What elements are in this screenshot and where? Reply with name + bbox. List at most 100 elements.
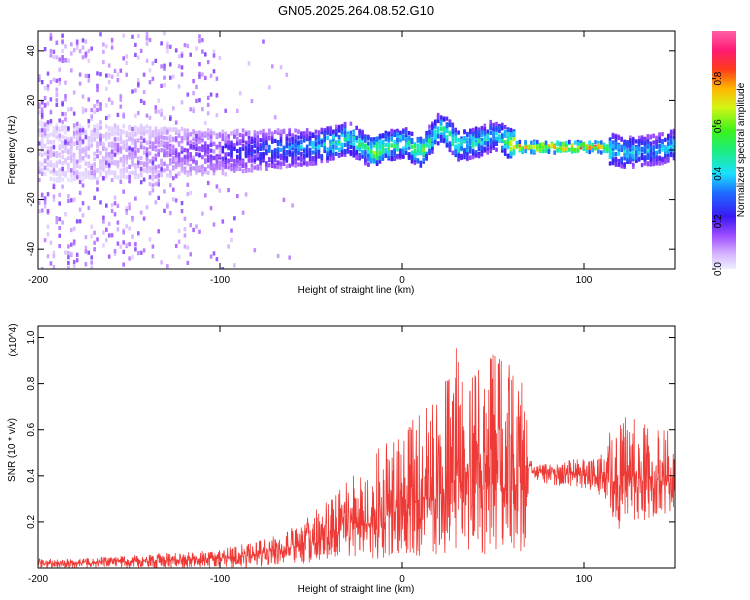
spectrogram-cell: [285, 158, 289, 163]
spectrogram-cell: [230, 146, 233, 151]
spectrogram-cell: [113, 160, 117, 165]
spectrogram-cell: [110, 100, 114, 105]
spectrogram-cell: [201, 132, 204, 137]
spectrogram-cell: [52, 183, 56, 188]
spectrogram-cell: [204, 143, 207, 149]
spectrogram-cell: [38, 151, 41, 156]
spectrogram-cell: [43, 122, 47, 127]
spectrogram-cell: [139, 135, 143, 140]
spectrogram-cell: [105, 163, 108, 168]
spectrogram-cell: [227, 137, 230, 143]
spectrogram-cell: [99, 125, 102, 130]
spectrogram-cell: [291, 137, 294, 142]
spectrogram-cell: [160, 148, 163, 153]
spectrogram-cell: [300, 157, 303, 162]
spectrogram-cell: [271, 159, 274, 164]
spectrogram-cell: [317, 140, 321, 145]
spectrogram-cell: [469, 146, 472, 151]
spectrogram-cell: [215, 184, 219, 189]
spectrogram-cell: [536, 139, 539, 145]
spectrogram-cell: [122, 154, 125, 159]
spectrogram-cell: [221, 167, 225, 172]
spectrogram-cell: [183, 160, 187, 165]
spectrogram-cell: [370, 153, 373, 158]
spectrogram-cell: [107, 127, 111, 132]
spectrogram-cell: [192, 79, 195, 84]
spectrogram-cell: [40, 112, 44, 118]
spectrogram-cell: [632, 141, 635, 146]
spectrogram-cell: [64, 125, 67, 130]
spectrogram-cell: [288, 152, 291, 157]
spectrogram-cell: [166, 264, 169, 269]
spectrogram-cell: [93, 230, 96, 235]
spectrogram-cell: [279, 129, 283, 134]
spectrogram-cell: [113, 68, 117, 73]
spectrogram-cell: [442, 138, 446, 143]
spectrogram-cell: [431, 125, 434, 130]
spectrogram-cell: [46, 162, 50, 167]
spectrogram-cell: [402, 149, 405, 154]
spectrogram-cell: [172, 176, 175, 181]
spectrogram-cell: [367, 162, 370, 167]
spectrogram-cell: [166, 144, 169, 149]
spectrogram-cell: [102, 49, 105, 54]
spectrogram-cell: [501, 148, 504, 153]
spectrogram-cell: [375, 161, 379, 166]
spectrogram-cell: [139, 126, 143, 131]
spectrogram-cell: [209, 142, 213, 147]
spectrogram-cell: [215, 93, 219, 98]
spectrogram-cell: [154, 126, 158, 131]
spectrogram-cell: [174, 157, 178, 162]
spectrogram-cell: [236, 141, 239, 146]
spectrogram-cell: [460, 146, 463, 151]
spectrogram-cell: [148, 137, 152, 142]
spectrogram-cell: [568, 147, 571, 152]
spectrogram-cell: [206, 129, 210, 134]
spectrogram-cell: [372, 137, 376, 142]
spectrogram-cell: [72, 141, 76, 146]
spectrogram-cell: [125, 206, 128, 211]
spectrogram-cell: [160, 83, 163, 88]
spectrogram-cell: [72, 134, 76, 139]
spectrogram-cell: [259, 160, 262, 165]
spectrogram-cell: [419, 139, 423, 144]
spectrogram-cell: [195, 165, 198, 170]
spectrogram-cell: [305, 132, 309, 137]
spectrogram-cell: [655, 144, 658, 149]
spectrogram-cell: [119, 170, 123, 175]
spectrogram-cell: [337, 153, 341, 158]
spectrogram-cell: [352, 142, 356, 147]
spectrogram-cell: [370, 149, 373, 155]
spectrogram-cell: [151, 130, 155, 135]
spectrogram-cell: [128, 132, 131, 137]
spectrogram-cell: [212, 53, 216, 58]
spectrogram-cell: [215, 161, 219, 166]
spectrogram-cell: [90, 46, 93, 51]
spectrogram-cell: [454, 135, 457, 140]
spectrogram-cell: [640, 155, 644, 160]
spectrogram-cell: [43, 124, 47, 130]
spectrogram-cell: [169, 127, 172, 132]
spectrogram-cell: [498, 126, 501, 131]
spectrogram-cell: [340, 132, 344, 137]
spectrogram-cell: [55, 216, 59, 221]
spectrogram-cell: [102, 159, 105, 164]
spectrogram-cell: [119, 104, 123, 109]
spectrogram-cell: [436, 141, 440, 146]
spectrogram-cell: [116, 112, 120, 117]
spectrogram-cell: [81, 172, 85, 177]
spectrogram-cell: [265, 140, 268, 145]
spectrogram-cell: [78, 144, 82, 149]
spectrogram-cell: [600, 140, 603, 145]
spectrogram-cell: [142, 150, 146, 155]
spectrogram-cell: [250, 158, 254, 163]
spectrogram-cell: [282, 155, 286, 161]
spectrogram-cell: [102, 230, 105, 235]
spectrogram-cell: [55, 40, 59, 45]
spectrogram-cell: [250, 139, 254, 144]
spectrogram-cell: [506, 141, 510, 146]
spectrogram-cell: [498, 134, 501, 139]
spectrogram-cell: [84, 161, 88, 166]
spectrogram-cell: [297, 140, 300, 145]
spectrogram-cell: [236, 108, 239, 113]
